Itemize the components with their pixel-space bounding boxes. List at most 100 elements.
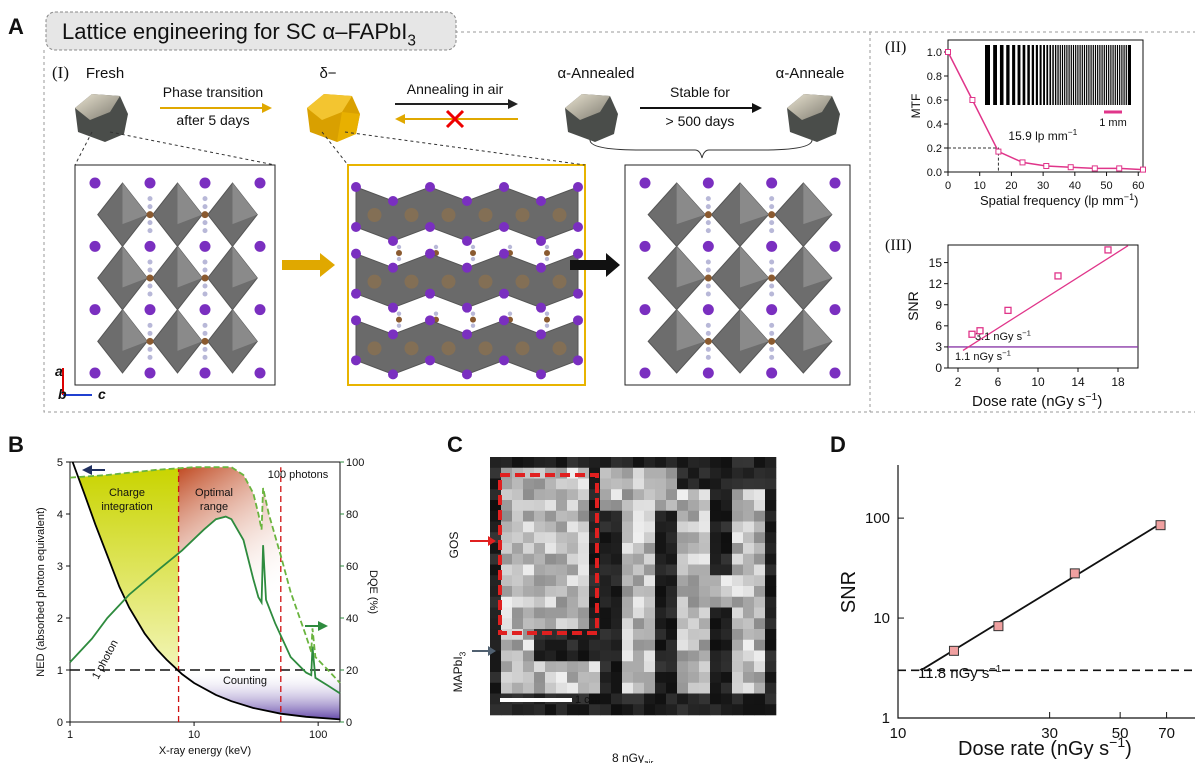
pixel (754, 575, 766, 587)
y-tick-label: 0.4 (927, 119, 942, 131)
pixel (710, 521, 722, 533)
x-tick-label: 10 (1031, 375, 1045, 389)
pixel (765, 510, 777, 522)
pixel (501, 510, 513, 522)
atom (199, 177, 211, 189)
pixel (633, 596, 645, 608)
pixel (611, 510, 623, 522)
pixel (721, 661, 733, 673)
pixel (589, 553, 601, 565)
pixel (501, 672, 513, 684)
pixel (589, 586, 601, 598)
cation (515, 208, 530, 222)
molecule-atom (147, 259, 153, 265)
pixel (754, 500, 766, 512)
octahedron-face (232, 183, 258, 225)
marker (948, 645, 959, 656)
pixel (589, 478, 601, 490)
molecule-atom (147, 322, 153, 328)
annotation-part: 1.1 nGy s (955, 351, 1003, 363)
x-tick-label: 10 (188, 729, 200, 741)
x-axis-label-part: Dose rate (nGy s (958, 738, 1109, 760)
pixel (732, 478, 744, 490)
brace (589, 139, 813, 159)
atom (351, 222, 361, 232)
pixel (556, 521, 568, 533)
pixel (655, 543, 667, 555)
pixel (688, 543, 700, 555)
pixel (688, 478, 700, 490)
pixel (743, 500, 755, 512)
pixel (754, 521, 766, 533)
state-label: α-Annealed (557, 65, 634, 82)
pixel (622, 500, 634, 512)
state-label: Fresh (86, 65, 124, 82)
pixel (567, 564, 579, 576)
marker (976, 327, 984, 335)
pixel (490, 682, 502, 694)
pixel (490, 618, 502, 630)
octahedron-face (232, 309, 258, 351)
cation (552, 208, 567, 222)
pixel (699, 639, 711, 651)
pixel (721, 457, 733, 469)
pixel (743, 575, 755, 587)
inset-image (985, 45, 1131, 105)
pixel (754, 661, 766, 673)
pointer (472, 646, 496, 656)
pixel (600, 693, 612, 705)
pixel (754, 532, 766, 544)
atom (766, 304, 778, 316)
fit-line (962, 245, 1129, 351)
inset-stripe (1058, 45, 1060, 105)
pixel (677, 607, 689, 619)
atom (829, 304, 841, 316)
pixel (534, 478, 546, 490)
pixel (688, 553, 700, 565)
inset-stripe (1025, 45, 1028, 105)
pixel (578, 564, 590, 576)
pixel (754, 553, 766, 565)
pixel (765, 639, 777, 651)
pixel (699, 575, 711, 587)
pixel (490, 650, 502, 662)
atom (829, 367, 841, 379)
pixel (567, 575, 579, 587)
molecule-atom (705, 330, 711, 336)
pixel (622, 457, 634, 469)
pixel (677, 467, 689, 479)
pixel (710, 682, 722, 694)
inset-stripe (1034, 45, 1036, 105)
molecule-atom (470, 323, 476, 328)
atom (144, 177, 156, 189)
pixel (589, 693, 601, 705)
inset-stripe (997, 45, 1000, 105)
pixel (633, 564, 645, 576)
molecule-atom (396, 244, 402, 250)
pixel (512, 543, 524, 555)
x-tick-label: 20 (1005, 180, 1017, 192)
dose-label-part: 8 nGy (612, 751, 644, 763)
pixel (732, 596, 744, 608)
pixel (743, 489, 755, 501)
step-label: > 500 days (666, 113, 735, 129)
pixel (622, 467, 634, 479)
pixel (754, 672, 766, 684)
pixel (743, 672, 755, 684)
pixel (611, 521, 623, 533)
cation (552, 274, 567, 289)
crystal-icon (75, 94, 128, 142)
pixel (512, 704, 524, 716)
annotation-part: 3.1 nGy s (975, 331, 1023, 343)
pixel (666, 618, 678, 630)
region-label: range (200, 501, 228, 513)
pixel (534, 489, 546, 501)
dose-label: 8 nGyair (612, 751, 654, 763)
inset-stripe (1102, 45, 1104, 105)
inset-stripe (1065, 45, 1067, 105)
pixel (732, 553, 744, 565)
atom (351, 355, 361, 366)
inset-stripe (1100, 45, 1102, 105)
cross (445, 109, 465, 129)
pixel (677, 564, 689, 576)
